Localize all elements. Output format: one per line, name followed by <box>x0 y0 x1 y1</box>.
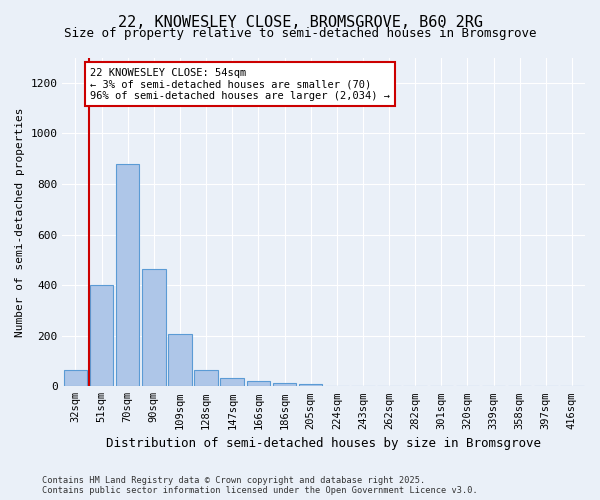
Bar <box>90 285 113 386</box>
Text: Contains HM Land Registry data © Crown copyright and database right 2025.
Contai: Contains HM Land Registry data © Crown c… <box>42 476 478 495</box>
Bar <box>273 383 296 386</box>
Bar <box>116 164 139 386</box>
Bar <box>194 370 218 386</box>
Bar <box>247 381 270 386</box>
X-axis label: Distribution of semi-detached houses by size in Bromsgrove: Distribution of semi-detached houses by … <box>106 437 541 450</box>
Bar <box>142 268 166 386</box>
Text: 22 KNOWESLEY CLOSE: 54sqm
← 3% of semi-detached houses are smaller (70)
96% of s: 22 KNOWESLEY CLOSE: 54sqm ← 3% of semi-d… <box>90 68 390 101</box>
Y-axis label: Number of semi-detached properties: Number of semi-detached properties <box>15 107 25 336</box>
Bar <box>299 384 322 386</box>
Text: 22, KNOWESLEY CLOSE, BROMSGROVE, B60 2RG: 22, KNOWESLEY CLOSE, BROMSGROVE, B60 2RG <box>118 15 482 30</box>
Bar <box>64 370 87 386</box>
Bar <box>168 334 192 386</box>
Text: Size of property relative to semi-detached houses in Bromsgrove: Size of property relative to semi-detach… <box>64 28 536 40</box>
Bar <box>220 378 244 386</box>
